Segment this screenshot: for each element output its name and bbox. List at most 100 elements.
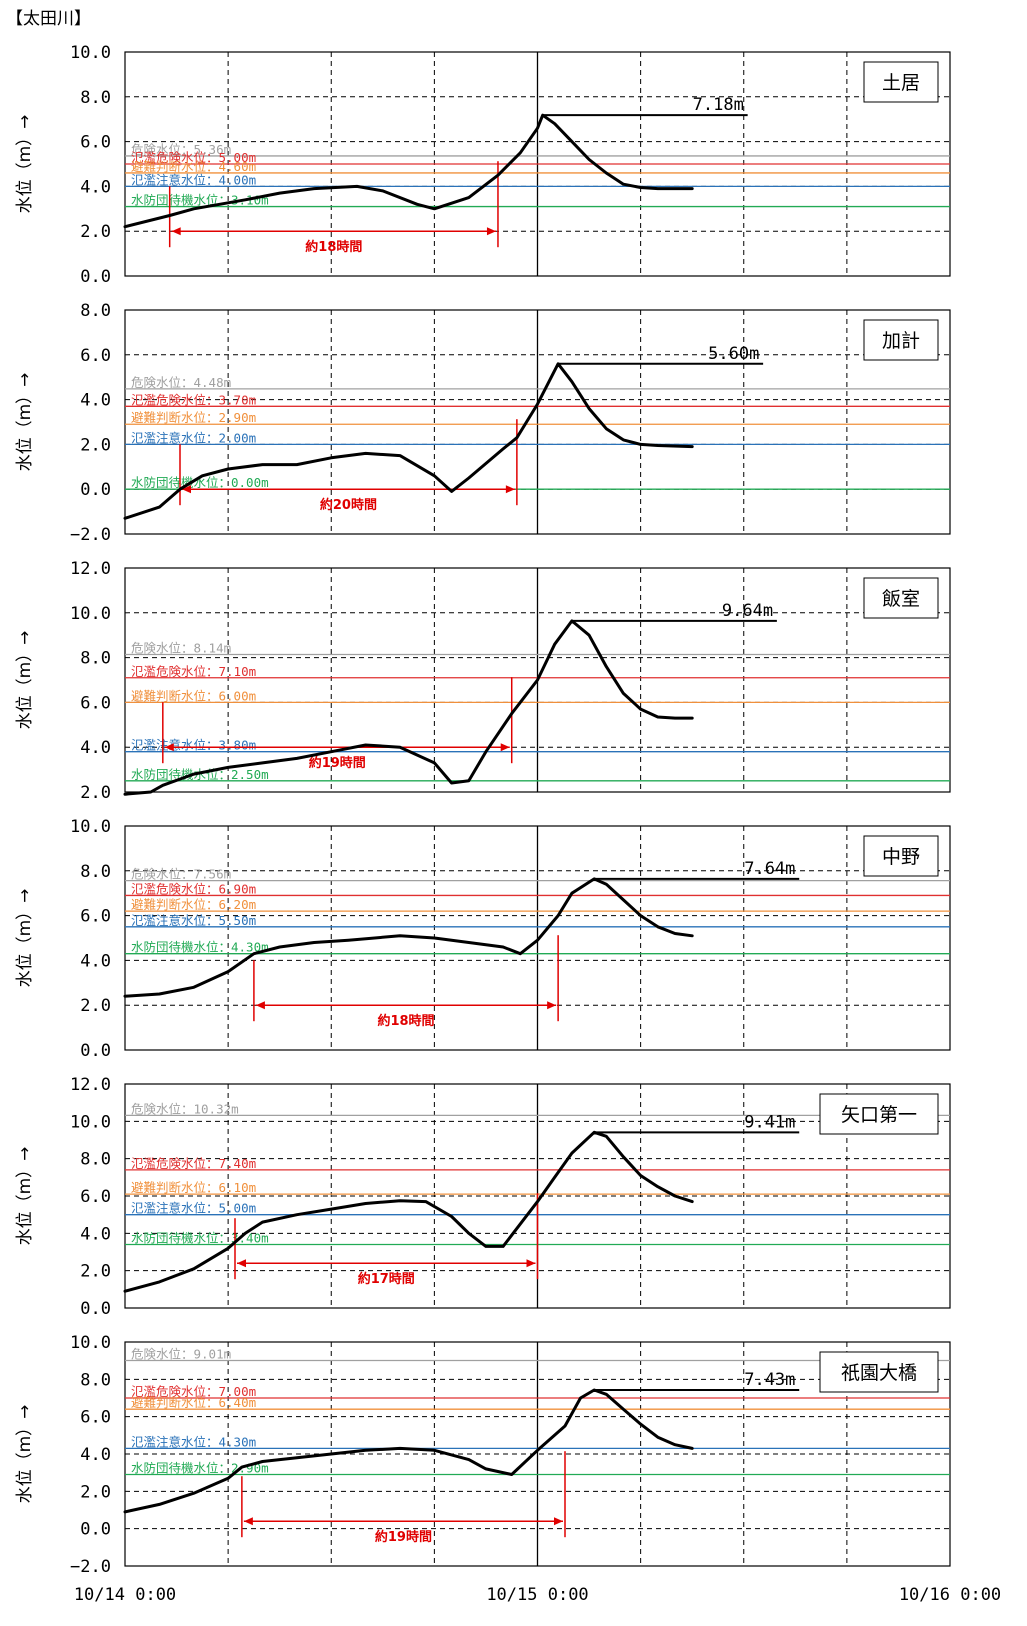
y-tick-label: 2.0 [80,222,111,242]
station-box [819,1093,939,1135]
station-label: 中野 [882,846,920,868]
station-box [863,835,939,877]
duration-arrow-head-right [554,1517,563,1526]
threshold-label: 氾濫注意水位：2.00m [131,430,256,445]
y-axis-label: 水位（m）→ [15,1405,35,1504]
water-level-line [123,362,694,520]
threshold-label: 危険水位：9.01m [131,1346,231,1361]
y-tick-label: 2.0 [80,1262,111,1282]
station-label: 加計 [882,330,920,352]
y-tick-label: −2.0 [70,1557,111,1577]
water-level-line [123,1130,694,1293]
y-tick-label: 10.0 [70,817,111,837]
peak-label: 7.18m [693,95,744,115]
y-tick-label: 6.0 [80,133,111,153]
threshold-label: 危険水位：10.32m [131,1101,239,1116]
threshold-label: 避難判断水位：6.20m [131,897,256,912]
threshold-label: 氾濫注意水位：3.80m [131,738,256,753]
y-tick-label: 10.0 [70,1333,111,1353]
y-tick-label: 2.0 [80,435,111,455]
y-tick-label: 8.0 [80,301,111,321]
y-axis-label: 水位（m）→ [15,889,35,988]
station-label: 土居 [882,72,920,94]
chart-panel-6: −2.0 0.0 2.0 4.0 6.0 8.0 10.0 水位（m）→ 危険水位：9.01m 氾… [15,1333,951,1577]
duration-arrow-head-left [237,1259,246,1268]
peak-label: 9.64m [722,601,773,621]
duration-arrow-head-left [182,485,191,494]
duration-arrow-head-right [500,743,510,752]
duration-arrow-head-right [526,1259,536,1268]
threshold-label: 氾濫注意水位：5.50m [131,913,256,928]
y-tick-label: 10.0 [70,1112,111,1132]
peak-label: 5.60m [708,344,759,364]
x-tick-label: 10/14 0:00 [74,1585,176,1605]
threshold-label: 氾濫注意水位：4.00m [131,172,256,187]
station-label: 飯室 [882,588,920,610]
peak-label: 9.41m [744,1112,795,1132]
y-tick-label: 12.0 [70,1075,111,1095]
threshold-label: 危険水位：7.56m [131,867,231,882]
y-tick-label: 6.0 [80,1408,111,1428]
threshold-label: 氾濫注意水位：5.00m [131,1201,256,1216]
chart-panel-3: 2.0 4.0 6.0 8.0 10.0 12.0 水位（m）→ 危険水位：8.14m 氾濫危険… [15,559,951,803]
threshold-label: 水防団待機水位：4.30m [131,940,269,955]
duration-arrow-head-left [171,227,181,236]
threshold-label: 氾濫注意水位：4.30m [131,1434,256,1449]
threshold-label: 氾濫危険水位：7.40m [131,1156,256,1171]
y-tick-label: 6.0 [80,693,111,713]
threshold-label: 氾濫危険水位：6.90m [131,881,256,896]
y-tick-label: 6.0 [80,346,111,366]
y-tick-label: 8.0 [80,862,111,882]
y-tick-label: 2.0 [80,996,111,1016]
y-tick-label: 0.0 [80,267,111,287]
y-tick-label: 6.0 [80,1187,111,1207]
y-tick-label: 4.0 [80,1224,111,1244]
threshold-label: 氾濫危険水位：7.10m [131,664,256,679]
threshold-label: 水防団待機水位：2.90m [131,1461,269,1476]
duration-arrow-head-left [243,1517,253,1526]
duration-label: 約17時間 [358,1271,415,1287]
y-axis-label: 水位（m）→ [15,115,35,214]
y-axis-label: 水位（m）→ [15,1147,35,1246]
y-tick-label: 8.0 [80,88,111,108]
y-axis-label: 水位（m）→ [15,373,35,472]
threshold-label: 危険水位：5.36m [131,142,231,157]
duration-label: 約18時間 [377,1013,434,1029]
duration-arrow-head-right [505,485,515,494]
x-tick-label: 10/16 0:00 [899,1585,1001,1605]
station-label: 祇園大橋 [841,1362,917,1384]
threshold-label: 危険水位：4.48m [131,375,231,390]
station-box [863,319,939,361]
y-tick-label: 12.0 [70,559,111,579]
water-level-line [123,877,694,998]
y-tick-label: −2.0 [70,525,111,545]
chart-panel-4: 0.0 2.0 4.0 6.0 8.0 10.0 水位（m）→ 危険水位：7.56m氾濫危険水… [15,817,951,1061]
y-tick-label: 8.0 [80,649,111,669]
y-tick-label: 4.0 [80,951,111,971]
y-tick-label: 10.0 [70,43,111,63]
y-axis-label: 水位（m）→ [15,631,35,730]
y-tick-label: 4.0 [80,1445,111,1465]
threshold-label: 避難判断水位：6.40m [131,1395,256,1410]
threshold-label: 氾濫危険水位：5.00m [131,150,256,165]
duration-arrow-head-left [164,743,174,752]
threshold-label: 氾濫危険水位：3.70m [131,392,256,407]
threshold-label: 避難判断水位：2.90m [131,410,256,425]
station-label: 矢口第一 [841,1104,917,1126]
threshold-label: 氾濫危険水位：7.00m [131,1384,256,1399]
duration-arrow-head-right [486,227,496,236]
duration-label: 約19時間 [375,1529,432,1545]
threshold-label: 避難判断水位：4.60m [131,159,256,174]
threshold-label: 危険水位：8.14m [131,640,231,655]
duration-label: 約19時間 [309,755,366,771]
threshold-label: 水防団待機水位：0.00m [131,475,269,490]
y-tick-label: 8.0 [80,1370,111,1390]
duration-arrow-head-right [547,1001,557,1010]
chart-panel-5: 0.0 2.0 4.0 6.0 8.0 10.0 12.0 水位（m）→ 危険水位：10.32m… [15,1075,951,1319]
station-box [863,577,939,619]
duration-arrow-head-left [255,1001,265,1010]
y-tick-label: 8.0 [80,1150,111,1170]
y-tick-label: 6.0 [80,907,111,927]
station-box [819,1351,939,1393]
